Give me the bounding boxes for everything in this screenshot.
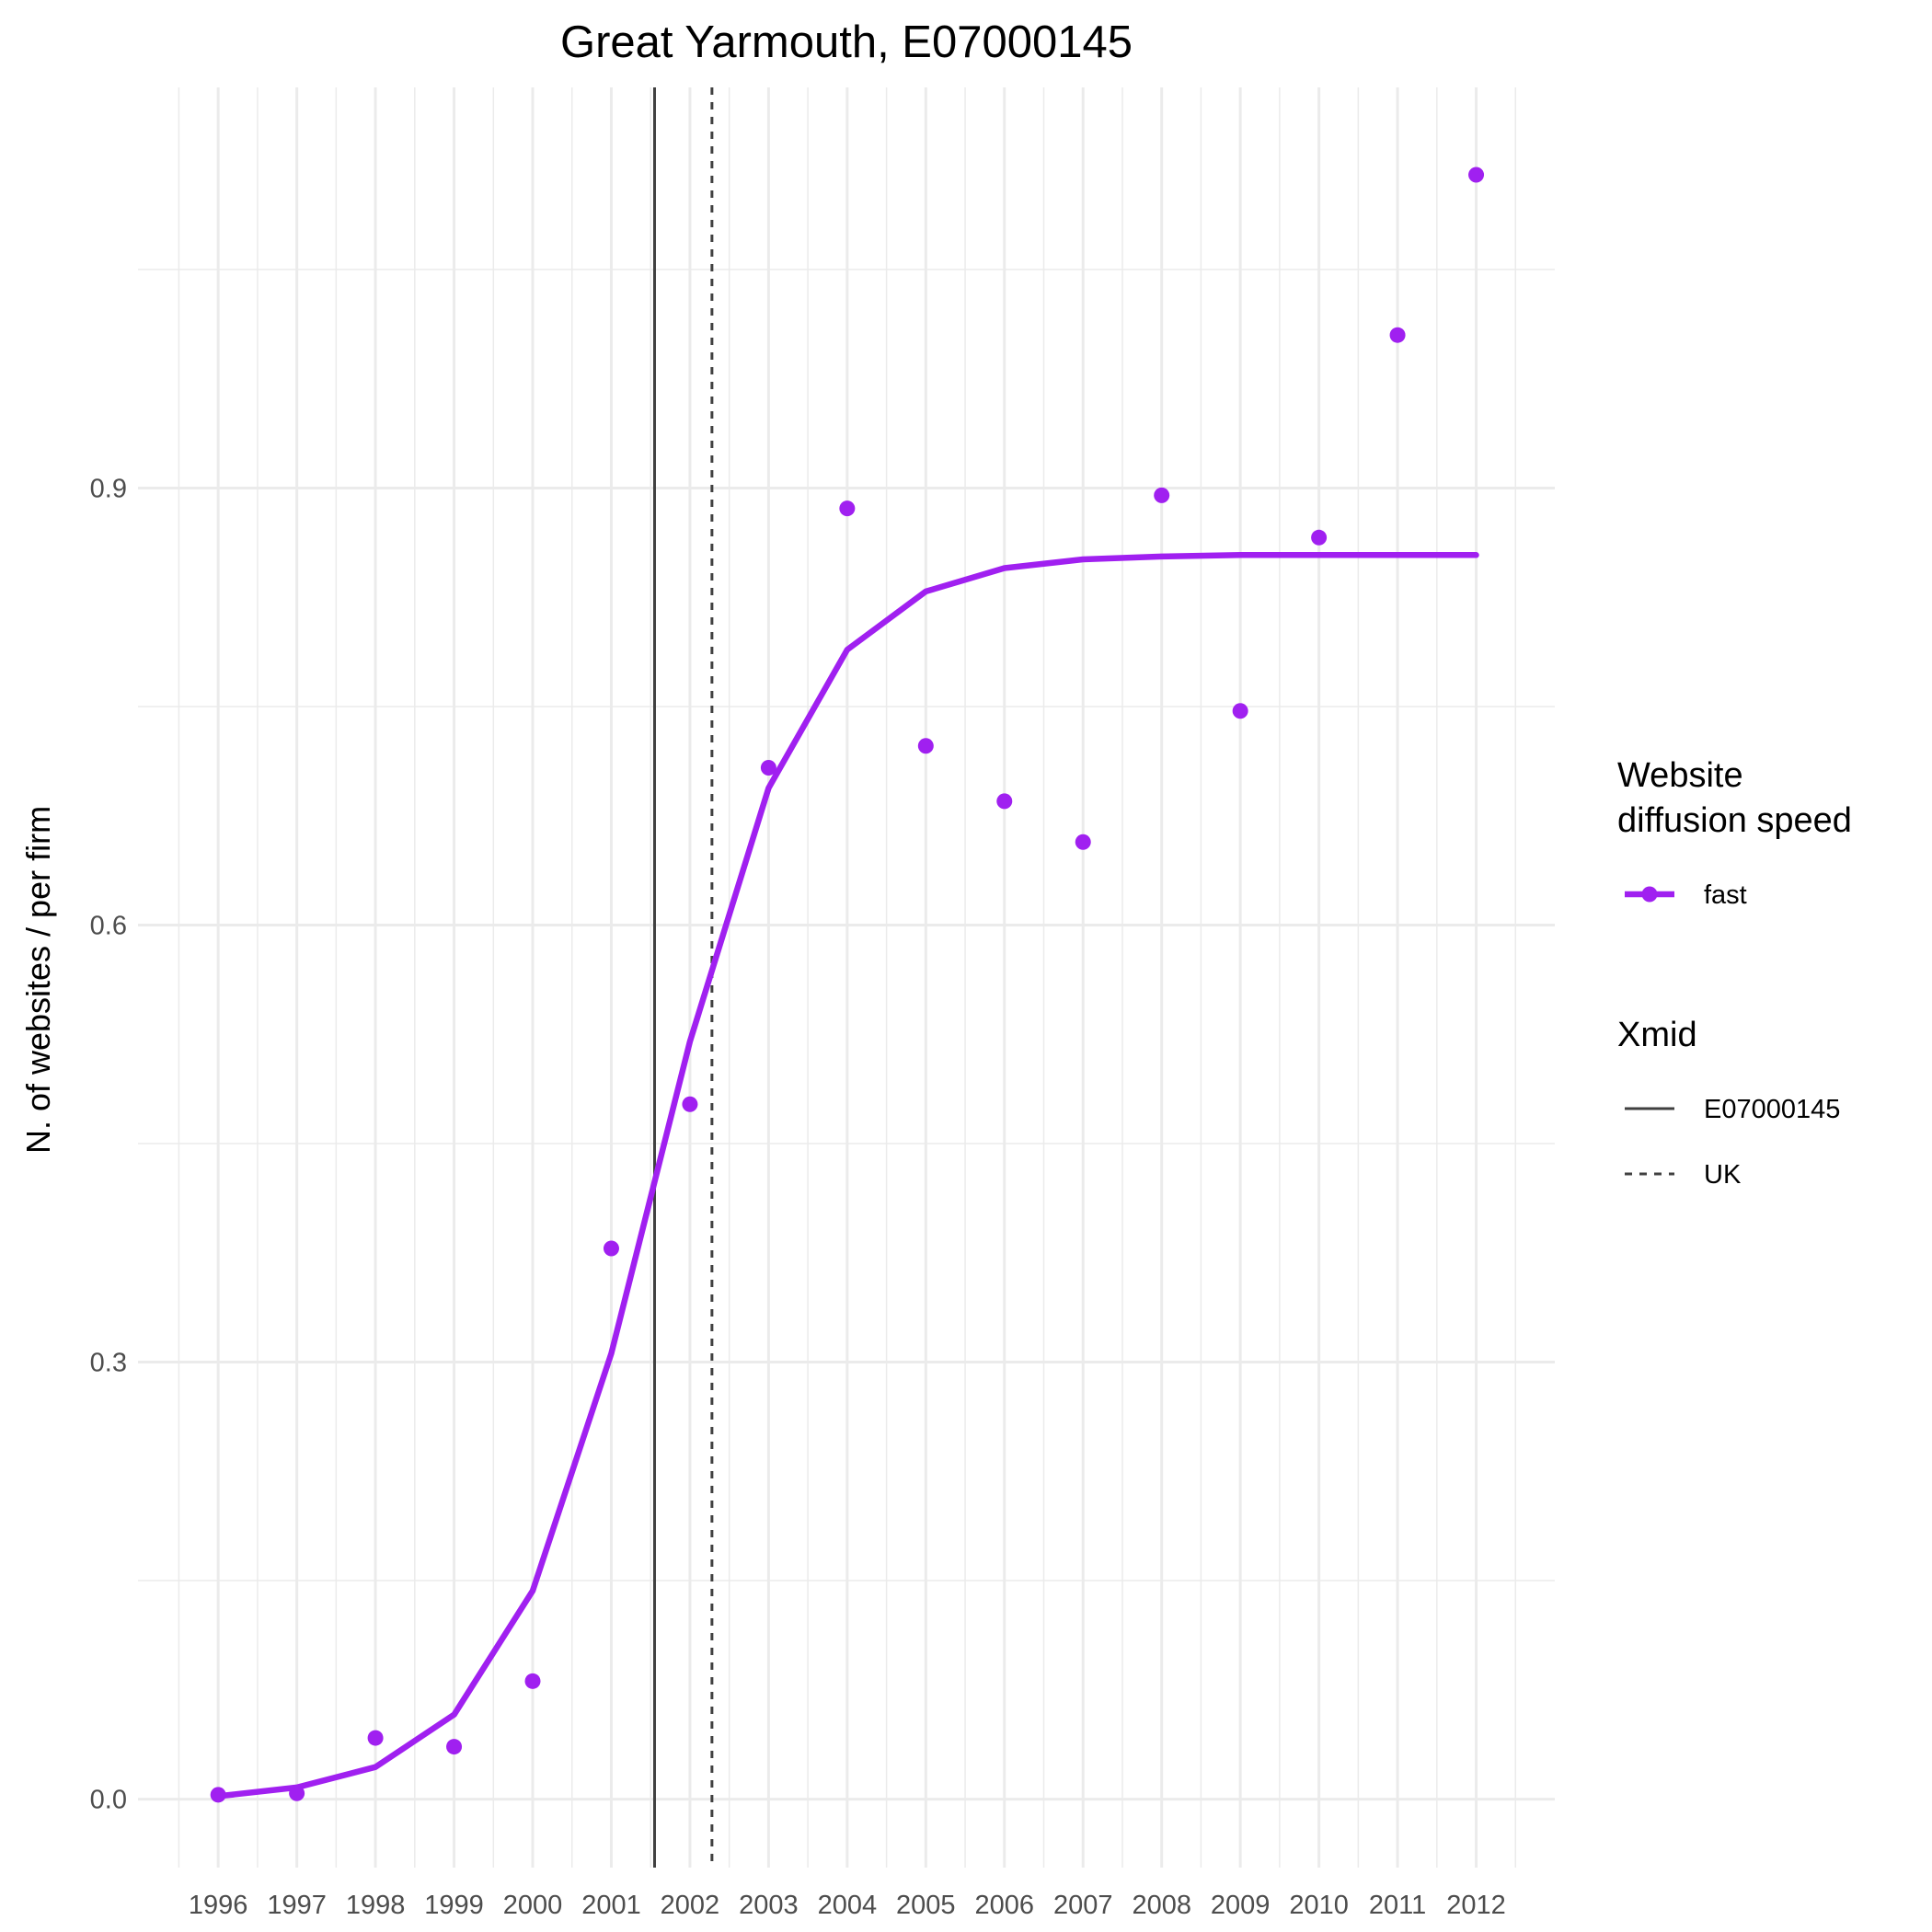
x-tick-label: 2006 xyxy=(975,1891,1035,1920)
legend-title-xmid: Xmid xyxy=(1617,1016,1697,1054)
legend-title-speed-line1: Website xyxy=(1617,756,1743,795)
data-point-2007 xyxy=(1075,834,1091,850)
x-tick-label: 2010 xyxy=(1289,1891,1349,1920)
legend-label-fast: fast xyxy=(1704,880,1747,910)
fitted-curve-fast xyxy=(214,552,1479,1800)
x-tick-label: 2002 xyxy=(661,1891,720,1920)
x-tick-label: 2011 xyxy=(1369,1891,1426,1920)
legend-label-xmid-e07000145: E07000145 xyxy=(1704,1095,1840,1124)
x-tick-label: 2005 xyxy=(896,1891,956,1920)
y-tick-label: 0.0 xyxy=(90,1786,127,1815)
data-point-2008 xyxy=(1154,487,1170,503)
x-tick-label: 2008 xyxy=(1132,1891,1191,1920)
legend-title-speed-line2: diffusion speed xyxy=(1617,801,1852,840)
x-tick-label: 1999 xyxy=(424,1891,484,1920)
data-point-2000 xyxy=(524,1673,541,1689)
data-point-1997 xyxy=(289,1785,305,1801)
y-axis-title: N. of websites / per firm xyxy=(19,806,57,1154)
x-tick-label: 1998 xyxy=(346,1891,406,1920)
legend-label-xmid-uk: UK xyxy=(1704,1160,1742,1190)
data-point-1998 xyxy=(367,1730,384,1746)
data-point-2011 xyxy=(1389,327,1406,343)
x-tick-label: 2003 xyxy=(739,1891,799,1920)
x-tick-label: 2004 xyxy=(818,1891,878,1920)
y-tick-label: 0.3 xyxy=(90,1349,127,1378)
data-point-2012 xyxy=(1468,167,1485,183)
data-point-2003 xyxy=(760,759,776,776)
x-tick-label: 2007 xyxy=(1053,1891,1113,1920)
legend: Website diffusion speed fast Xmid E07000145 U… xyxy=(1617,756,1852,1190)
x-tick-label: 2012 xyxy=(1446,1891,1506,1920)
data-point-2004 xyxy=(839,500,856,517)
x-tick-label: 2001 xyxy=(581,1891,641,1920)
y-tick-label: 0.9 xyxy=(90,474,127,503)
x-axis-ticks: 1996 1997 1998 1999 2000 2001 2002 2003 2004 2005… xyxy=(189,1891,1506,1920)
data-point-2002 xyxy=(682,1096,698,1112)
x-tick-label: 2009 xyxy=(1211,1891,1271,1920)
data-point-2009 xyxy=(1232,703,1248,719)
data-point-1996 xyxy=(210,1787,226,1803)
x-tick-label: 1996 xyxy=(189,1891,248,1920)
data-point-2005 xyxy=(917,738,934,754)
y-tick-label: 0.6 xyxy=(90,911,127,940)
legend-key-point-fast xyxy=(1641,886,1658,903)
x-tick-label: 1997 xyxy=(267,1891,327,1920)
data-point-2006 xyxy=(996,793,1013,810)
y-axis-ticks: 0.0 0.3 0.6 0.9 xyxy=(90,474,127,1814)
data-point-2001 xyxy=(603,1240,619,1257)
data-point-1999 xyxy=(446,1739,463,1755)
grid xyxy=(138,87,1555,1868)
data-series xyxy=(210,167,1485,1803)
x-tick-label: 2000 xyxy=(503,1891,563,1920)
data-point-2010 xyxy=(1311,529,1328,546)
chart-title: Great Yarmouth, E07000145 xyxy=(560,17,1133,67)
